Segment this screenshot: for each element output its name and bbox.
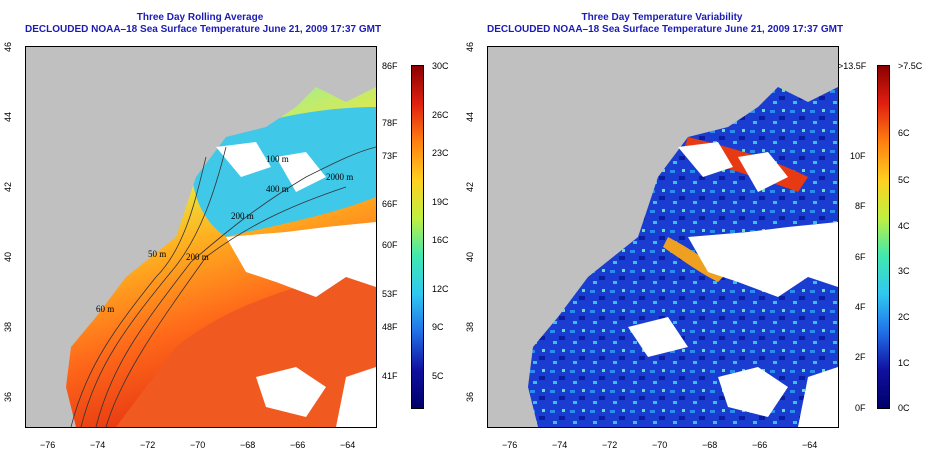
left-colorbar-f-7: 41F [382,371,398,381]
land-nova-scotia [758,47,838,102]
left-ytick-36: 36 [3,392,13,403]
right-ytick-38: 38 [465,322,475,333]
right-colorbar-c-7: 0C [898,403,910,413]
left-ytick-44: 44 [3,112,13,123]
left-title-line1: Three Day Rolling Average [136,12,264,23]
land-nova-scotia [296,47,376,102]
left-colorbar-c-5: 12C [432,284,449,294]
svg-text:60 m: 60 m [96,304,114,314]
shelf-cool-water [192,107,376,237]
right-colorbar-f-6: 0F [855,403,866,413]
bathymetry-contours [70,146,376,427]
svg-text:200 m: 200 m [231,211,254,221]
svg-text:400 m: 400 m [266,184,289,194]
right-colorbar-f-0: >13.5F [838,61,867,71]
left-colorbar-c-3: 19C [432,197,449,207]
svg-text:50 m: 50 m [148,249,166,259]
right-ytick-36: 36 [465,392,475,403]
left-ytick-40: 40 [3,252,13,263]
right-colorbar-c-5: 2C [898,312,910,322]
right-xtick-68: −68 [702,440,718,450]
right-variability-map [487,46,839,428]
left-colorbar-f-4: 60F [382,240,398,250]
right-colorbar-f-5: 2F [855,352,866,362]
left-colorbar-f-6: 48F [382,322,398,332]
right-colorbar-c-3: 4C [898,221,910,231]
right-xtick-72: −72 [602,440,618,450]
right-colorbar-f-4: 4F [855,302,866,312]
left-colorbar-f-3: 66F [382,199,398,209]
right-ytick-46: 46 [465,42,475,53]
left-ytick-42: 42 [3,182,13,193]
left-colorbar-c-7: 5C [432,371,444,381]
svg-text:2000 m: 2000 m [326,172,353,182]
left-colorbar [411,65,424,409]
bathymetry-labels: 100 m 2000 m 400 m 200 m 200 m 60 m 50 m [96,154,353,314]
left-colorbar-c-4: 16C [432,235,449,245]
left-colorbar-f-0: 86F [382,61,398,71]
right-colorbar-f-1: 10F [850,151,866,161]
left-colorbar-f-5: 53F [382,289,398,299]
left-colorbar-c-2: 23C [432,148,449,158]
right-title-line1: Three Day Temperature Variability [581,12,743,23]
right-title-line2: DECLOUDED NOAA–18 Sea Surface Temperatur… [487,24,844,35]
right-xtick-74: −74 [552,440,568,450]
left-xtick-68: −68 [240,440,256,450]
left-title-line2: DECLOUDED NOAA–18 Sea Surface Temperatur… [25,24,382,35]
right-colorbar-c-0: >7.5C [898,61,923,71]
right-colorbar-c-1: 6C [898,128,910,138]
svg-text:200 m: 200 m [186,252,209,262]
left-xtick-74: −74 [90,440,106,450]
left-xtick-76: −76 [40,440,56,450]
land-mass [488,47,838,427]
land-mass [26,47,376,427]
left-colorbar-f-2: 73F [382,151,398,161]
left-xtick-66: −66 [290,440,306,450]
cloud-patches [216,142,376,427]
right-xtick-70: −70 [652,440,668,450]
left-xtick-70: −70 [190,440,206,450]
right-ytick-42: 42 [465,182,475,193]
right-colorbar-f-3: 6F [855,252,866,262]
right-xtick-64: −64 [802,440,818,450]
right-colorbar-f-2: 8F [855,201,866,211]
left-xtick-64: −64 [340,440,356,450]
left-colorbar-c-0: 30C [432,61,449,71]
left-sst-map: 100 m 2000 m 400 m 200 m 200 m 60 m 50 m [25,46,377,428]
right-xtick-76: −76 [502,440,518,450]
left-ytick-46: 46 [3,42,13,53]
left-colorbar-c-1: 26C [432,110,449,120]
left-colorbar-c-6: 9C [432,322,444,332]
left-xtick-72: −72 [140,440,156,450]
right-colorbar-c-4: 3C [898,266,910,276]
cloud-patches [628,142,838,427]
right-colorbar-c-2: 5C [898,175,910,185]
left-colorbar-f-1: 78F [382,118,398,128]
right-xtick-66: −66 [752,440,768,450]
left-ytick-38: 38 [3,322,13,333]
svg-text:100 m: 100 m [266,154,289,164]
right-colorbar-c-6: 1C [898,358,910,368]
right-ytick-40: 40 [465,252,475,263]
right-ytick-44: 44 [465,112,475,123]
right-colorbar [877,65,890,409]
